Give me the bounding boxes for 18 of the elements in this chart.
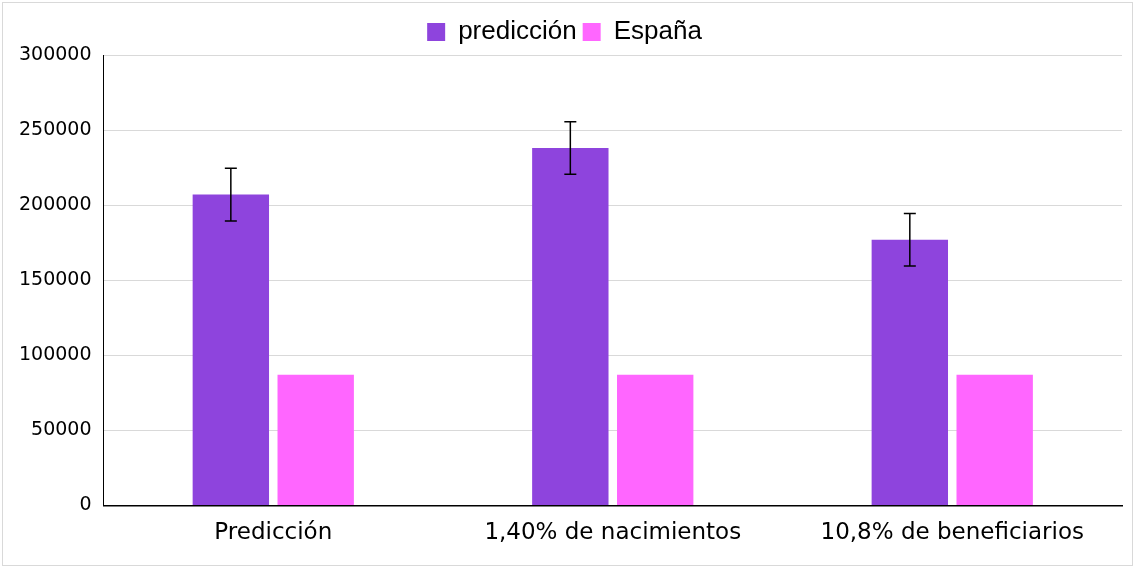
y-tick-label: 0 (79, 492, 92, 515)
y-tick-label: 300000 (19, 41, 92, 64)
x-tick-label: Predicción (214, 518, 333, 545)
bar (532, 148, 609, 505)
y-tick-label: 100000 (19, 342, 92, 365)
y-tick-label: 200000 (19, 192, 92, 215)
legend-label: España (613, 15, 703, 46)
bar (617, 374, 694, 505)
y-tick-label: 50000 (31, 417, 92, 440)
bar (192, 194, 270, 505)
y-tick-label: 250000 (19, 117, 92, 139)
y-tick-label: 150000 (19, 267, 92, 290)
bar (956, 374, 1033, 505)
legend-label: predicción (458, 15, 577, 46)
x-tick-label: 10,8% de beneficiarios (820, 518, 1084, 545)
x-tick-label: 1,40% de nacimientos (484, 518, 742, 545)
bar (871, 239, 949, 505)
bar (277, 374, 354, 505)
